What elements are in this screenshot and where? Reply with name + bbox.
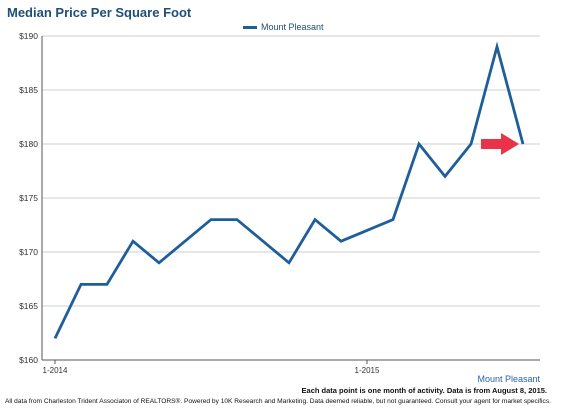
x-tick-label: 1-2014 xyxy=(43,366,68,375)
y-tick-label: $175 xyxy=(19,193,38,203)
legend-swatch xyxy=(243,25,257,29)
y-tick-label: $180 xyxy=(19,139,38,149)
chart-legend: Mount Pleasant xyxy=(243,22,324,32)
footer-disclaimer: All data from Charleston Trident Associa… xyxy=(5,398,551,405)
y-tick-label: $190 xyxy=(19,31,38,41)
y-tick-label: $170 xyxy=(19,247,38,257)
annotation-arrow-icon xyxy=(481,133,519,155)
x-tick-label: 1-2015 xyxy=(355,366,380,375)
area-label: Mount Pleasant xyxy=(477,374,540,384)
y-tick-label: $165 xyxy=(19,301,38,311)
chart-title: Median Price Per Square Foot xyxy=(7,5,192,20)
series-line-mount-pleasant xyxy=(53,41,525,340)
legend-label: Mount Pleasant xyxy=(261,22,324,32)
y-tick-label: $185 xyxy=(19,85,38,95)
data-note: Each data point is one month of activity… xyxy=(301,386,547,395)
y-tick-label: $160 xyxy=(19,355,38,365)
